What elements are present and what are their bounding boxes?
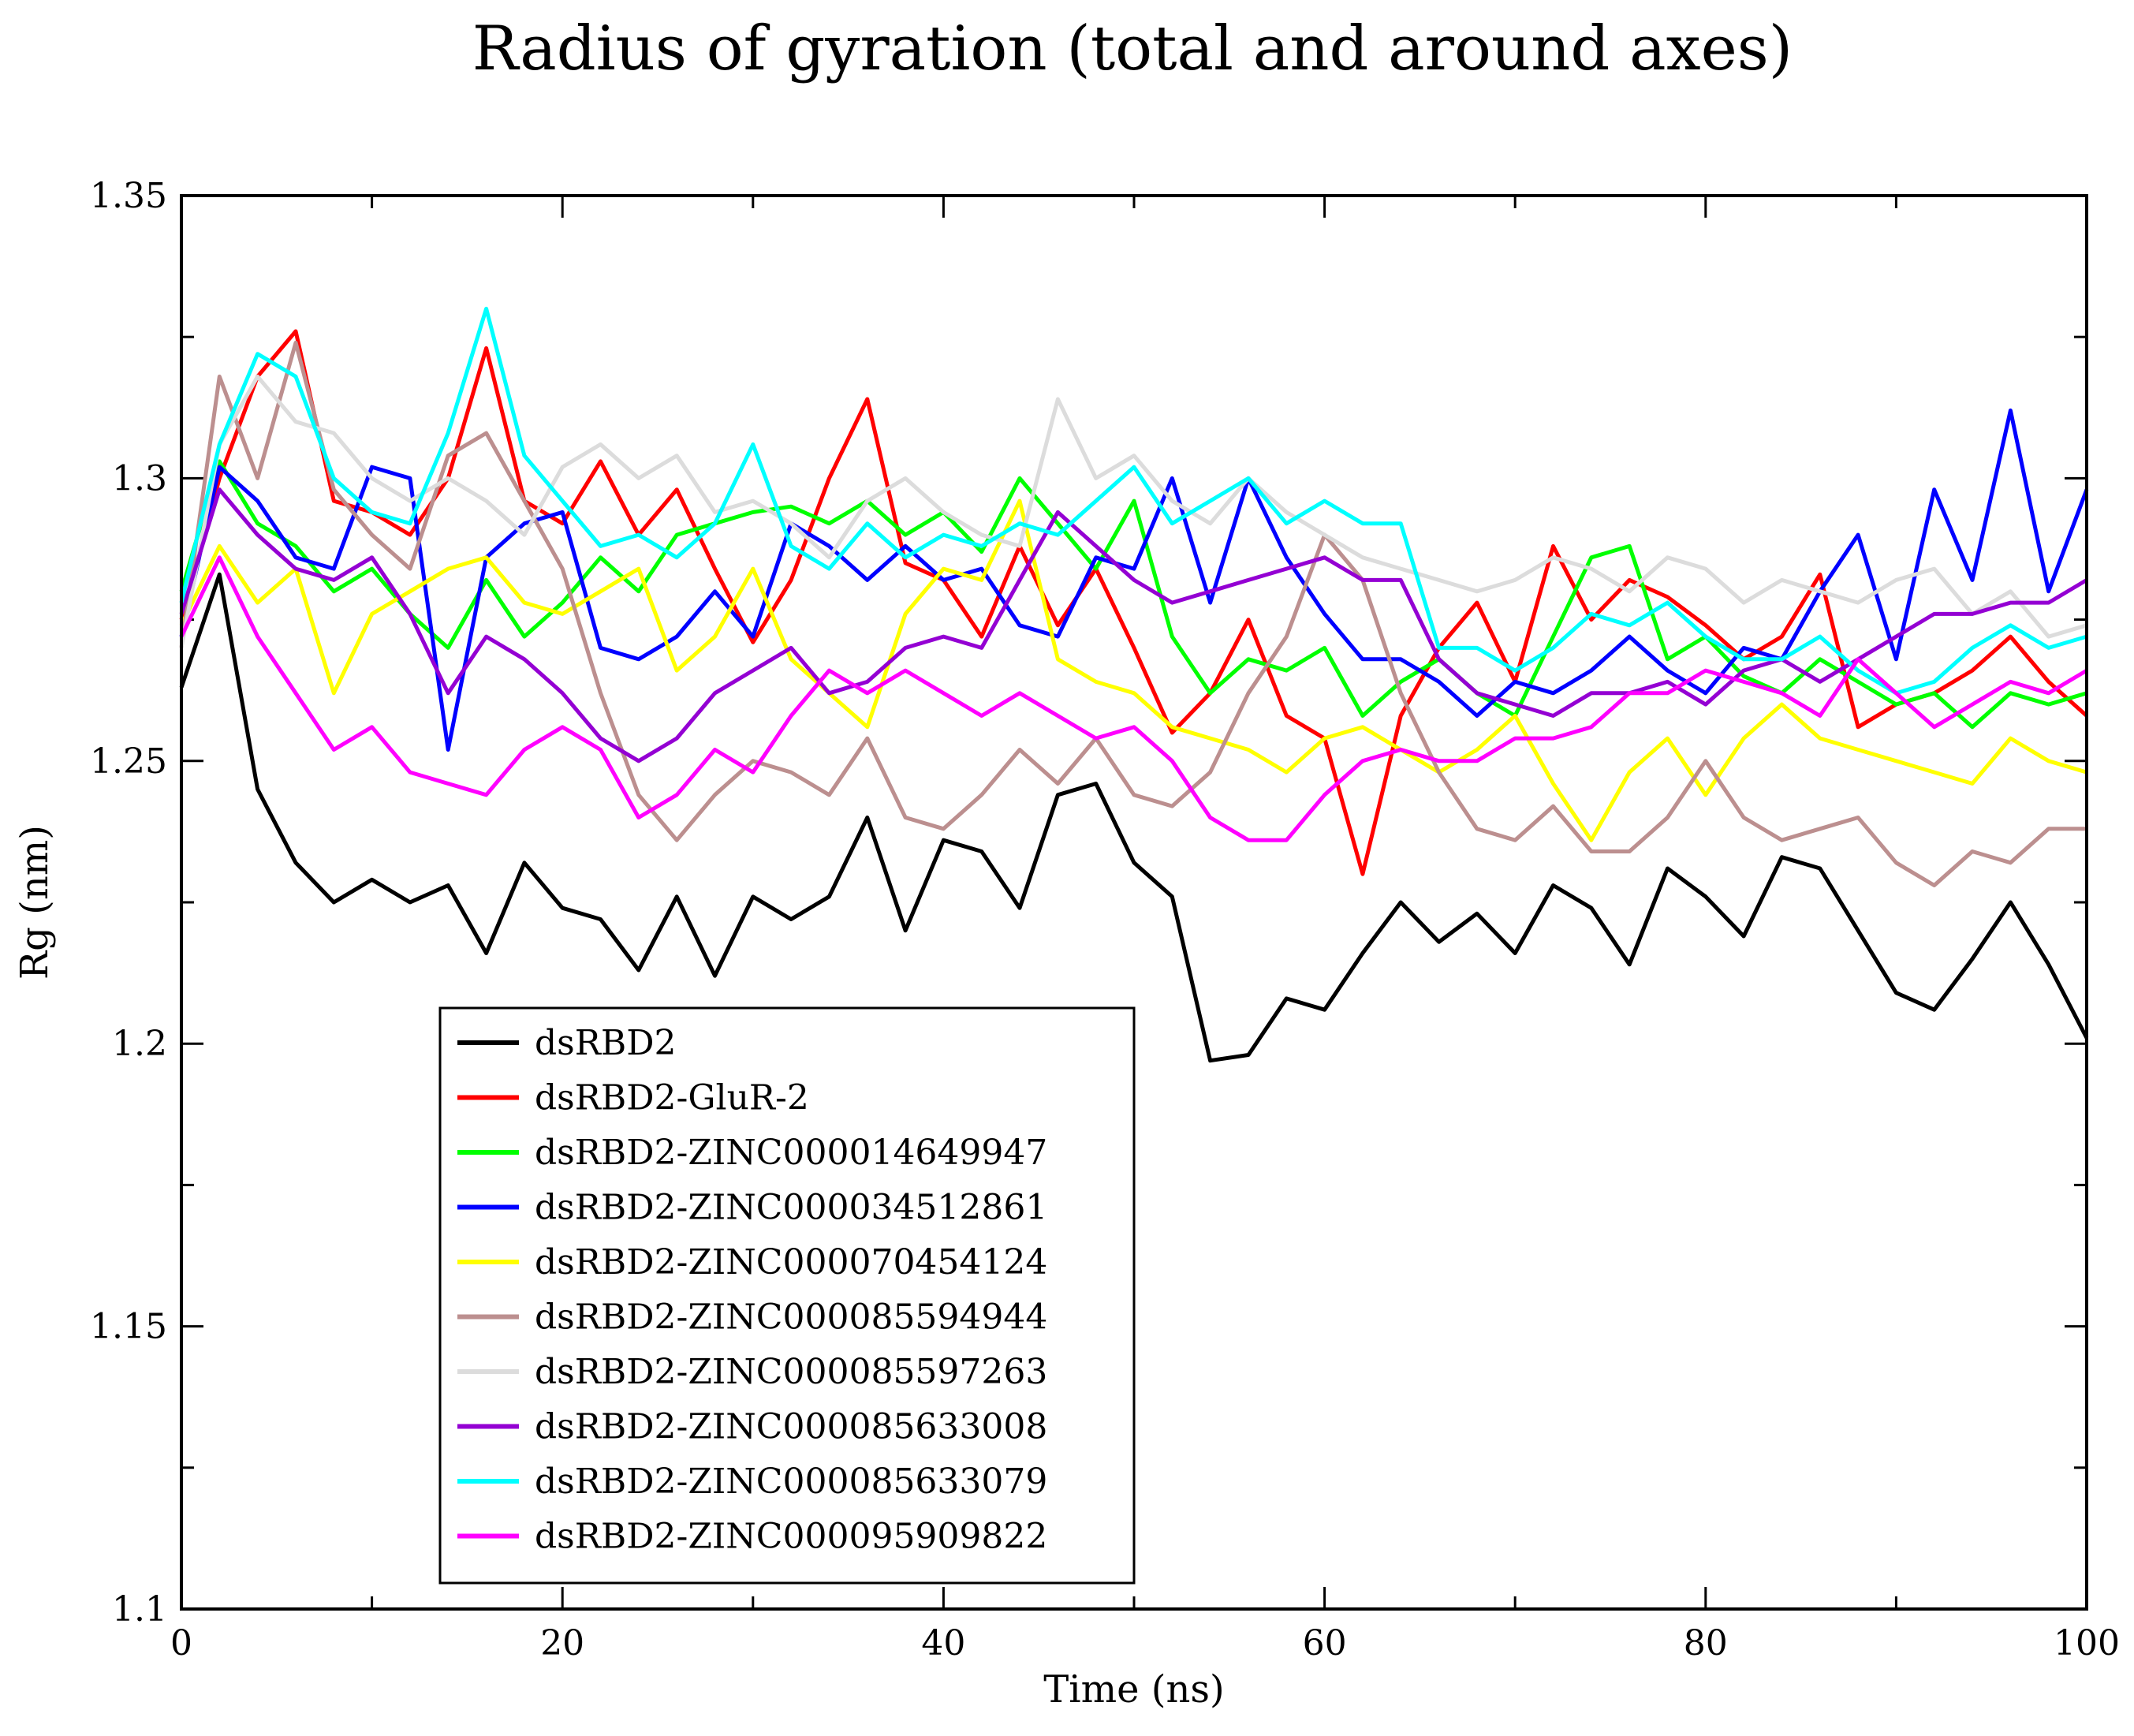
- series-line: [179, 498, 2087, 842]
- series-line: [179, 340, 2087, 887]
- series-line: [179, 374, 2087, 648]
- legend-label: dsRBD2-ZINC000014649947: [535, 1133, 1047, 1173]
- series-line: [179, 572, 2089, 1063]
- series-line: [179, 306, 2087, 696]
- y-tick-label: 1.25: [90, 741, 167, 782]
- legend-label: dsRBD2-GluR-2: [535, 1078, 809, 1118]
- x-tick-label: 0: [170, 1623, 192, 1663]
- legend-label: dsRBD2-ZINC000070454124: [535, 1242, 1047, 1282]
- x-tick-label: 100: [2054, 1623, 2120, 1663]
- y-tick-label: 1.15: [90, 1307, 167, 1347]
- legend-label: dsRBD2-ZINC000034512861: [535, 1188, 1047, 1228]
- chart-title: Radius of gyration (total and around axe…: [472, 13, 1793, 84]
- x-tick-label: 80: [1684, 1623, 1728, 1663]
- y-axis-label: Rg (nm): [13, 825, 57, 980]
- legend-label: dsRBD2-ZINC000095909822: [535, 1517, 1047, 1557]
- plot-frame: [180, 194, 2088, 1611]
- legend-box: [438, 1006, 1136, 1585]
- legend-label: dsRBD2-ZINC000085594944: [535, 1297, 1047, 1338]
- legend-label: dsRBD2-ZINC000085633008: [535, 1407, 1047, 1447]
- y-tick-label: 1.3: [112, 458, 167, 498]
- series-line: [179, 329, 2088, 876]
- tick-labels: 0 20 40 60 80 100 1.1 1.15 1.2 1.25 1.3 1.35: [90, 176, 2120, 1663]
- series-line: [179, 408, 2089, 752]
- series-line: [179, 555, 2088, 842]
- x-axis-label: Time (ns): [1043, 1667, 1225, 1712]
- legend: dsRBD2 dsRBD2-GluR-2 dsRBD2-ZINC0000146499…: [438, 1006, 1136, 1585]
- x-tick-label: 40: [921, 1623, 965, 1663]
- series-line: [179, 487, 2088, 763]
- legend-label: dsRBD2: [535, 1023, 676, 1063]
- y-tick-label: 1.1: [112, 1589, 167, 1630]
- legend-label: dsRBD2-ZINC000085633079: [535, 1462, 1047, 1502]
- series-line: [179, 459, 2087, 730]
- legend-label: dsRBD2-ZINC000085597263: [535, 1352, 1047, 1392]
- series-layer: [179, 306, 2089, 1063]
- x-tick-label: 60: [1303, 1623, 1347, 1663]
- x-tick-label: 20: [540, 1623, 584, 1663]
- y-tick-label: 1.35: [90, 176, 167, 216]
- y-tick-label: 1.2: [112, 1024, 167, 1064]
